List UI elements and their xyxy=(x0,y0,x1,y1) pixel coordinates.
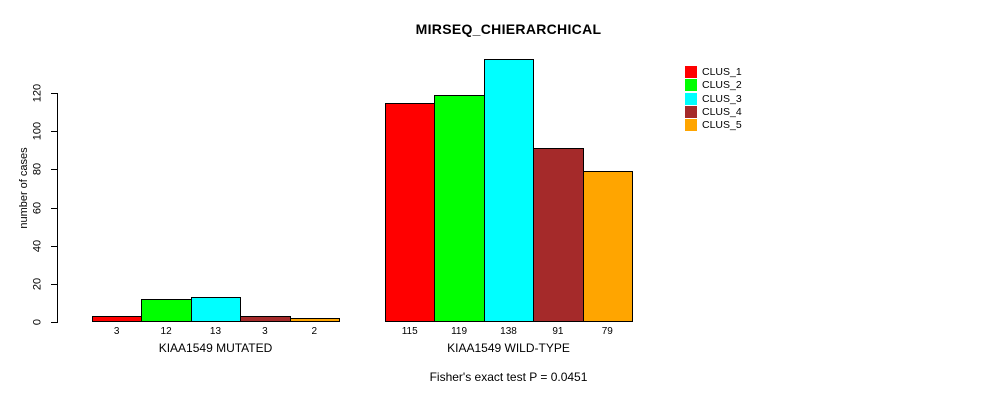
legend-swatch xyxy=(685,92,697,105)
bar-value-label: 79 xyxy=(601,326,613,337)
legend-label: CLUS_3 xyxy=(702,92,742,105)
y-axis-tick xyxy=(51,245,57,247)
legend-swatch xyxy=(685,119,697,132)
bar xyxy=(289,318,340,322)
bar-value-label: 115 xyxy=(401,326,418,337)
bar-value-label: 2 xyxy=(311,326,318,337)
group-label: KIAA1549 WILD-TYPE xyxy=(447,341,570,355)
legend-label: CLUS_2 xyxy=(702,79,742,92)
bar xyxy=(434,94,485,322)
legend-label: CLUS_4 xyxy=(702,105,742,118)
y-axis-line xyxy=(57,93,58,323)
legend-label: CLUS_5 xyxy=(702,119,742,132)
fisher-test-annotation: Fisher's exact test P = 0.0451 xyxy=(429,370,588,384)
bar-value-label: 12 xyxy=(160,326,172,337)
legend-swatch xyxy=(685,66,697,78)
bar-value-label: 119 xyxy=(451,326,468,337)
legend-swatch xyxy=(685,79,697,92)
bar-value-label: 13 xyxy=(209,326,222,337)
bar-value-label: 91 xyxy=(552,326,564,337)
chart-title: MIRSEQ_CHIERARCHICAL xyxy=(415,21,602,37)
y-axis-tick xyxy=(51,322,57,323)
bar xyxy=(483,58,535,322)
y-axis-tick xyxy=(51,131,57,133)
y-axis-tick xyxy=(51,169,57,171)
legend-label: CLUS_1 xyxy=(702,66,742,78)
group-label: KIAA1549 MUTATED xyxy=(158,341,273,355)
y-axis-tick xyxy=(51,93,57,94)
bar-value-label: 3 xyxy=(262,326,268,337)
bar xyxy=(190,297,242,322)
legend-swatch xyxy=(685,105,697,118)
y-axis-tick xyxy=(51,207,57,209)
bar-value-label: 138 xyxy=(500,326,517,337)
bar-value-label: 3 xyxy=(113,326,120,337)
y-axis-tick xyxy=(51,283,57,285)
bar xyxy=(582,171,633,322)
bar xyxy=(533,148,584,322)
